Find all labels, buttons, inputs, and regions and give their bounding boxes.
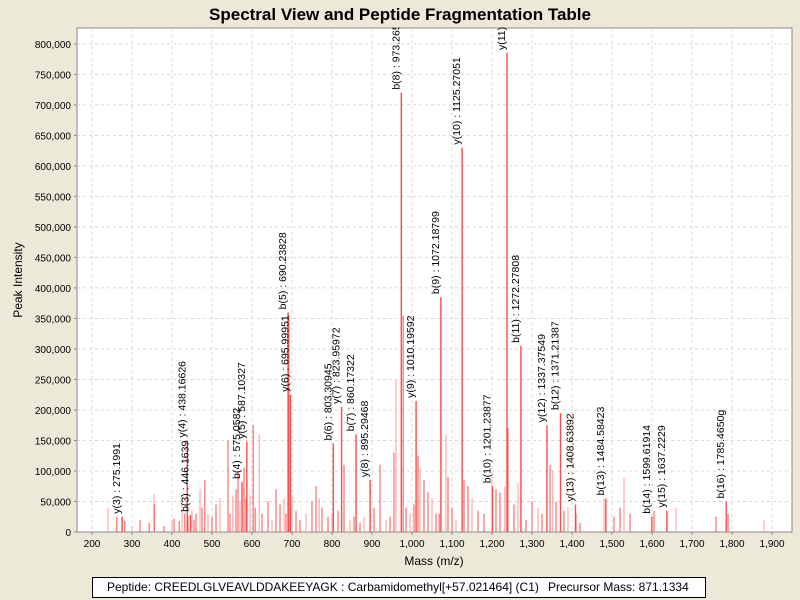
y-tick-label: 250,000 bbox=[35, 375, 72, 386]
peak-annotation: y(10) : 1125.27051 bbox=[451, 57, 463, 145]
x-tick-label: 1,700 bbox=[679, 539, 704, 550]
peak-annotation: b(12) : 1371.21387 bbox=[549, 321, 561, 410]
x-tick-label: 1,500 bbox=[599, 539, 624, 550]
x-tick-label: 1,400 bbox=[559, 539, 584, 550]
peak-annotation: y(6) : 695.99951 bbox=[279, 315, 291, 392]
x-tick-label: 700 bbox=[284, 539, 301, 550]
peak-annotation: y(11) bbox=[496, 27, 508, 50]
y-tick-label: 0 bbox=[65, 528, 71, 539]
peak-annotation: b(9) : 1072.18799 bbox=[430, 211, 442, 294]
x-tick-label: 1,000 bbox=[399, 539, 424, 550]
peak-annotation: y(13) : 1408.63892 bbox=[564, 413, 576, 501]
y-axis: 0 50,000 100,000 150,000 200,000 250,000 300,0… bbox=[35, 40, 77, 539]
peak-annotation: y(3) : 275.1991 bbox=[111, 443, 123, 514]
peak-annotation: b(8) : 973.265 bbox=[390, 24, 402, 90]
y-tick-label: 550,000 bbox=[35, 192, 72, 203]
y-tick-label: 750,000 bbox=[35, 70, 72, 81]
peak-annotation: y(7) : 823.95972 bbox=[331, 327, 343, 404]
peak-annotation: b(6) : 803.30945 bbox=[322, 363, 334, 440]
x-axis: 200 300 400 500 600 700 800 900 1,000 1,100 1,200 1… bbox=[84, 532, 785, 550]
y-tick-label: 700,000 bbox=[35, 101, 72, 112]
peak-annotation: b(4) : 575.0582 bbox=[231, 408, 243, 479]
x-tick-label: 500 bbox=[204, 539, 221, 550]
plot-area bbox=[76, 27, 793, 533]
legend-box: Peptide: CREEDLGLVEAVLDDAKEEYAGK : Carba… bbox=[92, 577, 706, 598]
peak-annotation: b(14) : 1599.61914 bbox=[641, 425, 653, 514]
peak-annotation: b(11) : 1272.27808 bbox=[510, 255, 522, 343]
y-tick-label: 350,000 bbox=[35, 314, 72, 325]
peaks bbox=[107, 53, 765, 532]
y-axis-label: Peak Intensity bbox=[11, 242, 25, 317]
y-tick-label: 200,000 bbox=[35, 406, 72, 417]
x-tick-label: 600 bbox=[244, 539, 261, 550]
peak-annotation: b(10) : 1201.23877 bbox=[481, 394, 493, 483]
peak-annotation: b(5) : 690.23828 bbox=[277, 232, 289, 309]
y-tick-label: 650,000 bbox=[35, 131, 72, 142]
y-tick-label: 150,000 bbox=[35, 436, 72, 447]
x-tick-label: 200 bbox=[84, 539, 101, 550]
x-axis-label: Mass (m/z) bbox=[404, 554, 463, 568]
y-tick-label: 100,000 bbox=[35, 467, 72, 478]
peak-annotation: b(13) : 1484.58423 bbox=[595, 407, 607, 496]
y-tick-label: 500,000 bbox=[35, 223, 72, 234]
x-tick-label: 1,300 bbox=[519, 539, 544, 550]
peak-labels: y(3) : 275.1991 b(3) : 446.1639 y(4) : 438… bbox=[0, 0, 800, 514]
title-band bbox=[0, 0, 800, 28]
peak-annotation: y(12) : 1337.37549 bbox=[536, 334, 548, 422]
peak-annotation: y(9) : 1010.19592 bbox=[405, 315, 417, 397]
y-tick-label: 450,000 bbox=[35, 253, 72, 264]
x-tick-label: 1,600 bbox=[639, 539, 664, 550]
x-tick-label: 1,200 bbox=[479, 539, 504, 550]
chart-title: Spectral View and Peptide Fragmentation … bbox=[209, 5, 591, 24]
peak-annotation: y(15) : 1637.2229 bbox=[656, 425, 668, 507]
peak-annotation: b(16) : 1785.4650g bbox=[715, 410, 727, 499]
x-tick-label: 1,100 bbox=[439, 539, 464, 550]
precursor-mass: Precursor Mass: 871.1334 bbox=[548, 580, 689, 594]
x-tick-label: 900 bbox=[364, 539, 381, 550]
x-tick-label: 800 bbox=[324, 539, 341, 550]
peak-annotation: y(4) : 438.16626 bbox=[176, 361, 188, 438]
y-tick-label: 600,000 bbox=[35, 162, 72, 173]
y-tick-label: 300,000 bbox=[35, 345, 72, 356]
peptide-info: Peptide: CREEDLGLVEAVLDDAKEEYAGK : Carba… bbox=[107, 580, 539, 594]
y-tick-label: 50,000 bbox=[40, 497, 71, 508]
x-tick-label: 300 bbox=[124, 539, 141, 550]
grid bbox=[77, 28, 792, 532]
x-tick-label: 1,800 bbox=[719, 539, 744, 550]
y-tick-label: 400,000 bbox=[35, 284, 72, 295]
peak-annotation: b(3) : 446.1639 bbox=[179, 441, 191, 512]
peak-annotation: b(7) : 860.17322 bbox=[345, 354, 357, 431]
x-tick-label: 1,900 bbox=[759, 539, 784, 550]
x-tick-label: 400 bbox=[164, 539, 181, 550]
peak-annotation: y(5) : 587.10327 bbox=[236, 362, 248, 439]
y-tick-label: 800,000 bbox=[35, 40, 72, 51]
peak-annotation: y(8) : 895.29468 bbox=[359, 401, 371, 478]
